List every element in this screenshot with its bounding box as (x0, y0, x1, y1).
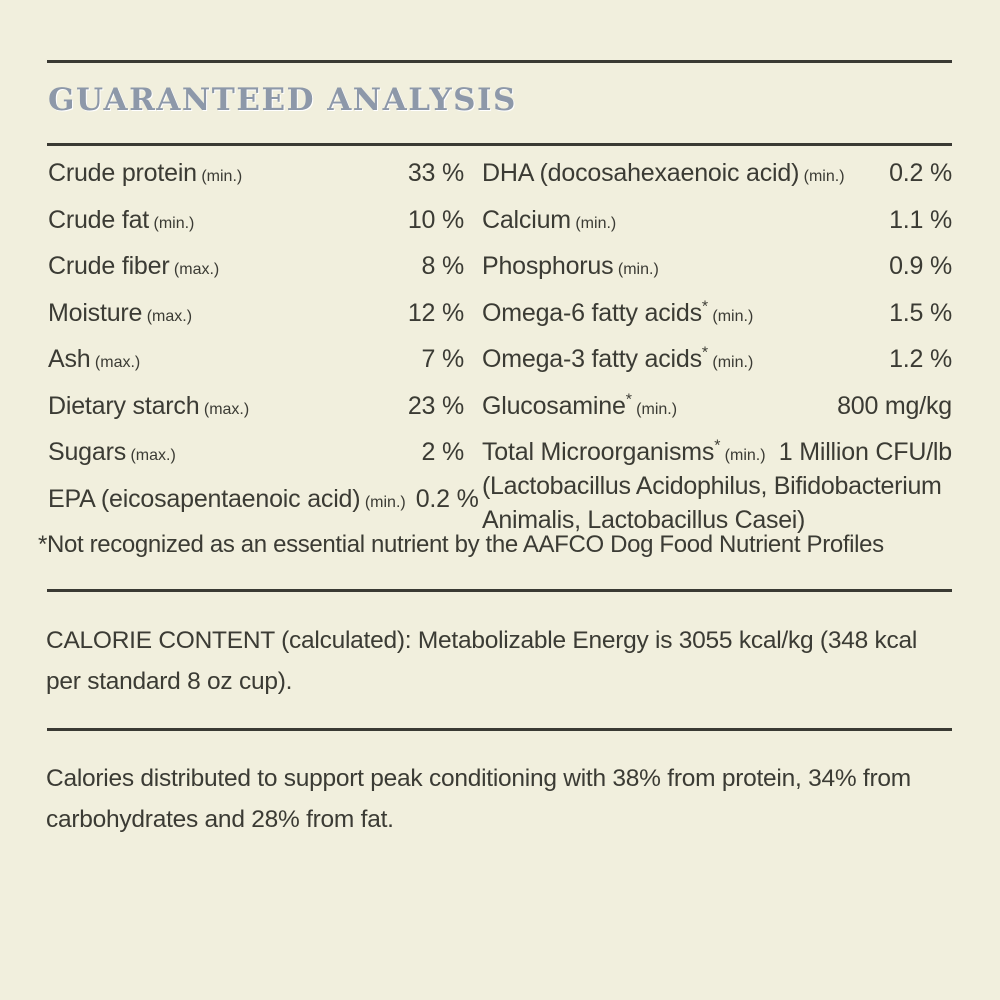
nutrient-value: 800 mg/kg (837, 391, 952, 420)
nutrient-name: Glucosamine* (min.) (482, 391, 678, 420)
analysis-column-left: Crude protein (min.) 33 % Crude fat (min.)… (48, 158, 479, 531)
nutrient-name: DHA (docosahexaenoic acid) (min.) (482, 159, 845, 187)
nutrient-value: 10 % (407, 205, 464, 234)
nutrient-name: Total Microorganisms* (min.) (482, 437, 766, 466)
nutrient-value: 12 % (407, 298, 464, 327)
analysis-row: Moisture (max.) 12 % (48, 298, 464, 345)
nutrient-name: Omega-6 fatty acids* (min.) (482, 298, 754, 327)
analysis-row: Phosphorus (min.) 0.9 % (482, 251, 952, 298)
analysis-row-line: Total Microorganisms* (min.) 1 Million CF… (482, 437, 952, 471)
nutrient-name: Sugars (max.) (48, 438, 176, 466)
analysis-row: Omega-6 fatty acids* (min.) 1.5 % (482, 298, 952, 345)
nutrient-value: 2 % (421, 438, 465, 466)
nutrient-qualifier: (min.) (720, 447, 766, 464)
nutrient-name: Crude fiber (max.) (48, 252, 220, 280)
footnote-asterisk: * (625, 391, 632, 409)
analysis-row: Crude fat (min.) 10 % (48, 205, 464, 252)
page-title: GUARANTEED ANALYSIS (48, 82, 517, 118)
nutrient-qualifier: (max.) (199, 400, 250, 418)
analysis-row: Sugars (max.) 2 % (48, 437, 464, 484)
analysis-row: Glucosamine* (min.) 800 mg/kg (482, 391, 952, 438)
footnote-asterisk: * (701, 344, 708, 362)
nutrient-qualifier: (min.) (570, 214, 617, 232)
nutrient-name: Moisture (max.) (48, 298, 193, 327)
aafco-footnote: *Not recognized as an essential nutrient… (38, 531, 884, 558)
nutrient-qualifier: (max.) (126, 447, 176, 464)
nutrient-qualifier: (min.) (799, 168, 845, 185)
nutrient-value: 1 Million CFU/lb (778, 438, 952, 466)
nutrient-qualifier: (min.) (631, 400, 678, 418)
analysis-row: Ash (max.) 7 % (48, 344, 464, 391)
calorie-content-text: CALORIE CONTENT (calculated): Metaboliza… (46, 627, 918, 695)
nutrient-qualifier: (max.) (142, 307, 193, 325)
analysis-row: Omega-3 fatty acids* (min.) 1.2 % (482, 344, 952, 391)
footnote-asterisk: * (701, 298, 708, 316)
nutrient-qualifier: (max.) (169, 261, 220, 278)
analysis-row: Total Microorganisms* (min.) 1 Million CF… (482, 437, 952, 537)
divider-below-footnote (47, 589, 952, 592)
nutrient-value: 0.9 % (889, 252, 952, 280)
calorie-distribution-text: Calories distributed to support peak con… (46, 765, 911, 833)
nutrient-qualifier: (min.) (360, 493, 406, 511)
nutrient-value: 33 % (407, 159, 464, 187)
nutrient-name: Ash (max.) (48, 345, 141, 373)
nutrient-qualifier: (max.) (90, 354, 141, 371)
nutrient-name: Phosphorus (min.) (482, 252, 659, 280)
nutrient-value: 23 % (407, 391, 464, 420)
analysis-row: DHA (docosahexaenoic acid) (min.) 0.2 % (482, 158, 952, 205)
nutrient-value: 1.1 % (889, 205, 952, 234)
analysis-row: Crude fiber (max.) 8 % (48, 251, 464, 298)
analysis-row: EPA (eicosapentaenoic acid) (min.) 0.2 % (48, 484, 479, 531)
nutrient-name: Crude protein (min.) (48, 159, 243, 187)
nutrient-value: 7 % (421, 345, 465, 373)
nutrient-value: 1.5 % (889, 298, 952, 327)
nutrient-qualifier: (min.) (613, 261, 659, 278)
analysis-row: Dietary starch (max.) 23 % (48, 391, 464, 438)
nutrient-name: EPA (eicosapentaenoic acid) (min.) (48, 484, 406, 513)
analysis-column-right: DHA (docosahexaenoic acid) (min.) 0.2 % Ca… (482, 158, 952, 537)
nutrient-name: Omega-3 fatty acids* (min.) (482, 344, 754, 373)
nutrient-qualifier: (min.) (196, 168, 243, 185)
nutrient-qualifier: (min.) (149, 214, 195, 232)
nutrient-name: Dietary starch (max.) (48, 391, 250, 420)
analysis-row: Calcium (min.) 1.1 % (482, 205, 952, 252)
nutrient-value: 1.2 % (889, 345, 952, 373)
nutrient-name: Calcium (min.) (482, 205, 617, 234)
nutrient-value: 0.2 % (889, 159, 952, 187)
divider-below-title (47, 143, 952, 146)
nutrient-value: 8 % (421, 252, 465, 280)
nutrient-value: 0.2 % (415, 484, 479, 513)
divider-top (47, 60, 952, 63)
nutrient-qualifier: (min.) (707, 354, 754, 371)
nutrient-name: Crude fat (min.) (48, 205, 195, 234)
analysis-row: Crude protein (min.) 33 % (48, 158, 464, 205)
probiotic-strain-list: (Lactobacillus Acidophilus, Bifidobacter… (482, 472, 942, 534)
divider-below-calorie (47, 728, 952, 731)
nutrient-qualifier: (min.) (707, 307, 754, 325)
footnote-asterisk: * (714, 437, 721, 455)
